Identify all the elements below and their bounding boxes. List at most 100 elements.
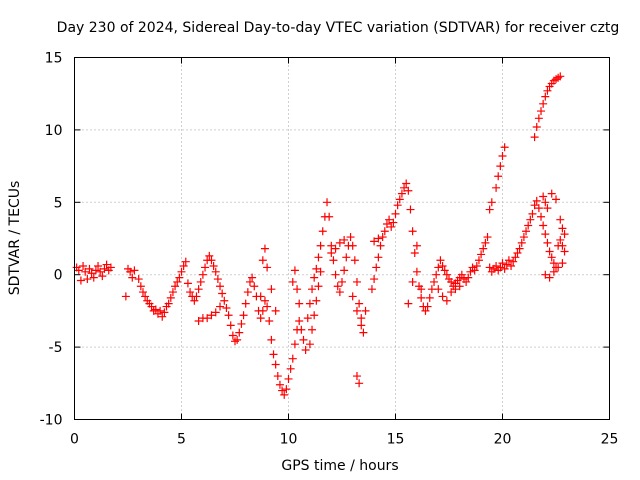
grid-lines xyxy=(74,57,610,420)
data-point xyxy=(282,385,291,394)
data-point xyxy=(507,262,516,271)
x-tick-label: 0 xyxy=(70,432,79,448)
data-point xyxy=(395,195,404,204)
data-point xyxy=(402,179,411,188)
data-point xyxy=(547,189,556,198)
data-point xyxy=(87,269,96,278)
data-point xyxy=(342,253,351,262)
data-point xyxy=(121,292,130,301)
data-point xyxy=(442,296,451,305)
data-point xyxy=(316,267,325,276)
data-point xyxy=(355,299,364,308)
data-point xyxy=(243,288,252,297)
data-point xyxy=(357,314,366,323)
data-point xyxy=(136,282,145,291)
data-point xyxy=(96,267,105,276)
data-point xyxy=(183,279,192,288)
data-point xyxy=(545,247,554,256)
data-point xyxy=(543,86,552,95)
data-point xyxy=(558,259,567,268)
data-point xyxy=(549,267,558,276)
data-point xyxy=(100,264,109,273)
data-point xyxy=(391,209,400,218)
data-point xyxy=(457,270,466,279)
data-point xyxy=(408,227,417,236)
data-point xyxy=(498,259,507,268)
data-point xyxy=(539,221,548,230)
data-point xyxy=(425,293,434,302)
data-point xyxy=(218,289,227,298)
data-point xyxy=(504,256,513,265)
data-point xyxy=(361,306,370,315)
data-point xyxy=(389,218,398,227)
data-point xyxy=(352,306,361,315)
data-point xyxy=(348,292,357,301)
data-point xyxy=(173,277,182,286)
data-point xyxy=(387,222,396,231)
data-point xyxy=(245,277,254,286)
data-point xyxy=(141,292,150,301)
tick-labels: 0 5 10 15 20 25 -10 -5 0 5 10 15 xyxy=(40,51,619,448)
data-point xyxy=(190,296,199,305)
data-point xyxy=(543,204,552,213)
data-point xyxy=(323,198,332,207)
data-point xyxy=(556,215,565,224)
data-point xyxy=(290,266,299,275)
data-point xyxy=(528,209,537,218)
data-point xyxy=(470,266,479,275)
data-point xyxy=(541,92,550,101)
data-point xyxy=(440,266,449,275)
data-point xyxy=(530,201,539,210)
data-point xyxy=(477,250,486,259)
data-point xyxy=(472,262,481,271)
data-point xyxy=(408,277,417,286)
data-point xyxy=(511,253,520,262)
data-point xyxy=(201,263,210,272)
x-axis-label: GPS time / hours xyxy=(281,458,398,474)
data-point xyxy=(462,277,471,286)
data-point xyxy=(333,282,342,291)
data-point xyxy=(224,311,233,320)
y-tick-label: 10 xyxy=(45,123,63,139)
data-point xyxy=(534,204,543,213)
data-point xyxy=(76,276,85,285)
data-point xyxy=(216,282,225,291)
data-point xyxy=(231,337,239,346)
data-point xyxy=(325,212,334,221)
data-point xyxy=(397,189,406,198)
data-point xyxy=(278,386,287,395)
data-point xyxy=(327,248,336,257)
data-point xyxy=(417,285,426,294)
data-point xyxy=(256,314,265,323)
data-point xyxy=(260,244,269,253)
data-point xyxy=(513,248,522,257)
data-point xyxy=(85,264,94,273)
data-point xyxy=(196,277,205,286)
data-point xyxy=(432,270,441,279)
data-point xyxy=(308,285,317,294)
data-point xyxy=(267,335,276,344)
data-point xyxy=(263,263,272,272)
data-point xyxy=(502,260,511,269)
data-point xyxy=(355,379,364,388)
data-point xyxy=(406,205,415,214)
data-point xyxy=(346,233,355,242)
plot-frame xyxy=(74,57,610,420)
data-point xyxy=(404,186,413,195)
data-point xyxy=(481,238,490,247)
data-point xyxy=(233,335,242,344)
data-point xyxy=(194,317,203,326)
data-point xyxy=(464,273,473,282)
data-point xyxy=(410,248,419,257)
data-point xyxy=(130,266,139,275)
data-point xyxy=(301,345,310,354)
data-point xyxy=(359,328,368,337)
data-point xyxy=(203,314,212,323)
data-point xyxy=(374,234,383,243)
data-point xyxy=(284,374,293,383)
data-point xyxy=(400,183,409,192)
data-point xyxy=(220,296,229,305)
data-point xyxy=(412,241,421,250)
data-point xyxy=(541,230,550,239)
data-point xyxy=(168,288,177,297)
